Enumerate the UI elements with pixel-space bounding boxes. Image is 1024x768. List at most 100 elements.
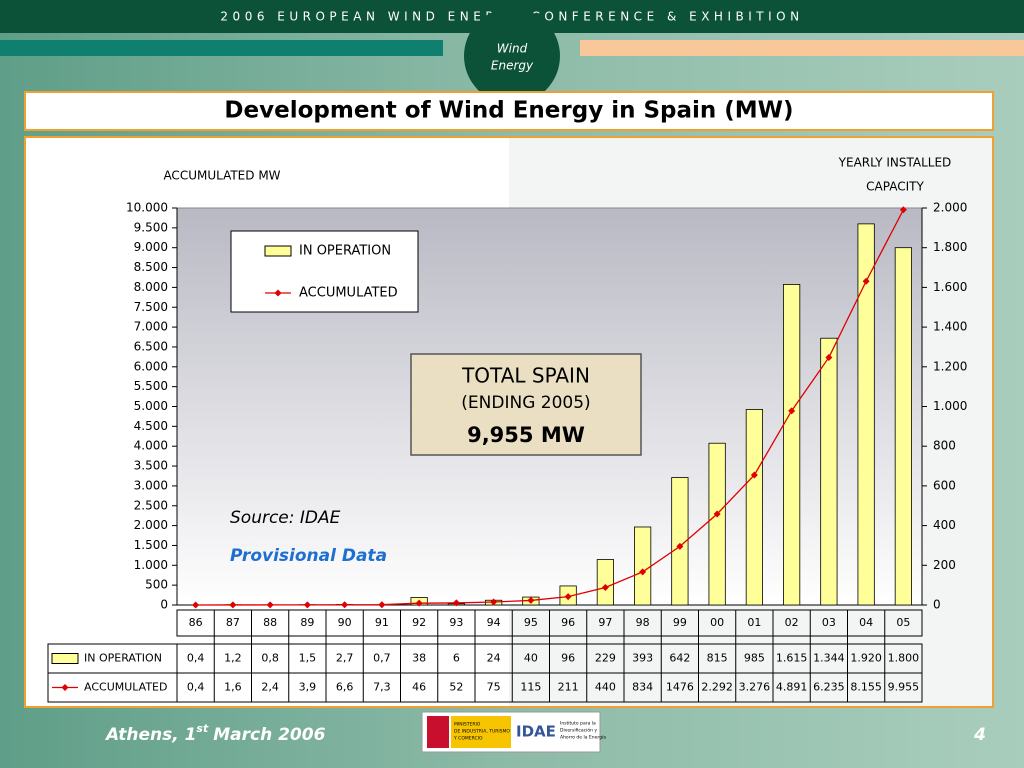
footer-date-text: March 2006 [213,725,325,745]
y-tick-label: 3.500 [134,459,168,473]
badge [464,8,560,104]
y-tick-label: 8.000 [134,280,168,294]
ministry-panel [451,716,511,748]
footer-location: Athens, 1 [104,725,196,745]
y2-tick-label: 0 [933,598,941,612]
table-cell: 0,8 [261,652,279,665]
total-value: 9,955 MW [467,423,585,447]
source-note: Source: IDAE [230,508,341,528]
bar [745,409,763,606]
x-tick-label: 96 [561,616,575,629]
institute-text: Ahorro de la Energía [560,734,606,741]
legend-label: IN OPERATION [299,244,391,259]
table-cell: 1.920 [850,652,882,665]
table-row-header: IN OPERATION [84,652,162,665]
y-tick-label: 6.000 [134,359,168,373]
total-label: (ENDING 2005) [461,393,590,413]
badge-line: Wind [497,42,528,56]
marker [713,510,721,518]
bar [894,247,912,606]
y-tick-label: 9.500 [134,220,168,234]
table-row [47,672,923,703]
table-cell: 2,4 [261,681,279,694]
y-tick-label: 0 [160,598,168,612]
marker [527,596,535,604]
table-cell: 38 [412,652,426,665]
marker [452,599,460,607]
marker [825,353,833,361]
y2-tick-label: 1.400 [933,320,967,334]
ministry-text: MINISTERIO [454,722,481,728]
legend-swatch [264,245,292,257]
table-cell: 985 [744,652,765,665]
marker [750,471,758,479]
stripe-right [580,40,1024,56]
x-tick-label: 88 [263,616,277,629]
table-row-header: ACCUMULATED [84,681,167,694]
table-cell: 75 [487,681,501,694]
y-tick-label: 9.000 [134,240,168,254]
y2-tick-label: 400 [933,518,956,532]
marker [303,601,311,609]
y-tick-label: 8.500 [134,260,168,274]
idae-logo: IDAE [516,723,556,741]
title-box [24,91,994,131]
table-cell: 9.955 [888,681,920,694]
y2-tick-label: 1.800 [933,240,967,254]
bar [857,223,875,606]
table-cell: 3,9 [299,681,317,694]
table-cell: 834 [632,681,653,694]
x-tick-label: 98 [636,616,650,629]
x-tick-label: 03 [822,616,836,629]
marker [378,601,386,609]
table-swatch [51,653,79,664]
marker [676,542,684,550]
marker [639,568,647,576]
legend-label: ACCUMULATED [299,286,398,301]
table-cell: 642 [669,652,690,665]
x-tick-label: 04 [859,616,873,629]
bar [596,559,614,606]
marker [601,584,609,592]
table-cell: 0,4 [187,681,205,694]
bar [634,526,652,606]
total-box [410,353,642,456]
table-cell: 440 [595,681,616,694]
table-cell: 1,6 [224,681,242,694]
bar [671,477,689,606]
table-cell: 1.800 [888,652,920,665]
marker [192,601,200,609]
table-cell: 2,7 [336,652,354,665]
y-tick-label: 1.000 [134,558,168,572]
table-cell: 6.235 [813,681,845,694]
x-tick-label: 99 [673,616,687,629]
marker [788,407,796,415]
table-cell: 2.292 [701,681,733,694]
slide-title: Development of Wind Energy in Spain (MW) [224,98,793,124]
table-cell: 815 [707,652,728,665]
table-cell: 1.344 [813,652,845,665]
legend-swatch [274,289,282,297]
x-tick-label: 95 [524,616,538,629]
ministry-emblem [427,716,449,748]
table-cell: 8.155 [850,681,882,694]
x-tick-label: 91 [375,616,389,629]
y2-tick-label: 800 [933,439,956,453]
marker [415,599,423,607]
institute-text: Diversificación y [560,727,597,734]
y2-tick-label: 2.000 [933,201,967,215]
y-tick-label: 3.000 [134,478,168,492]
marker [490,598,498,606]
y-tick-label: 5.500 [134,379,168,393]
table-cell: 6,6 [336,681,354,694]
y-tick-label: 5.000 [134,399,168,413]
bar [708,442,726,606]
table-swatch [61,684,69,691]
legend [230,230,419,313]
x-tick-label: 00 [710,616,724,629]
x-tick-label: 97 [598,616,612,629]
table-cell: 46 [412,681,426,694]
ministry-text: Y COMERCIO [453,736,483,742]
x-tick-label: 86 [189,616,203,629]
page-number: 4 [973,725,986,745]
